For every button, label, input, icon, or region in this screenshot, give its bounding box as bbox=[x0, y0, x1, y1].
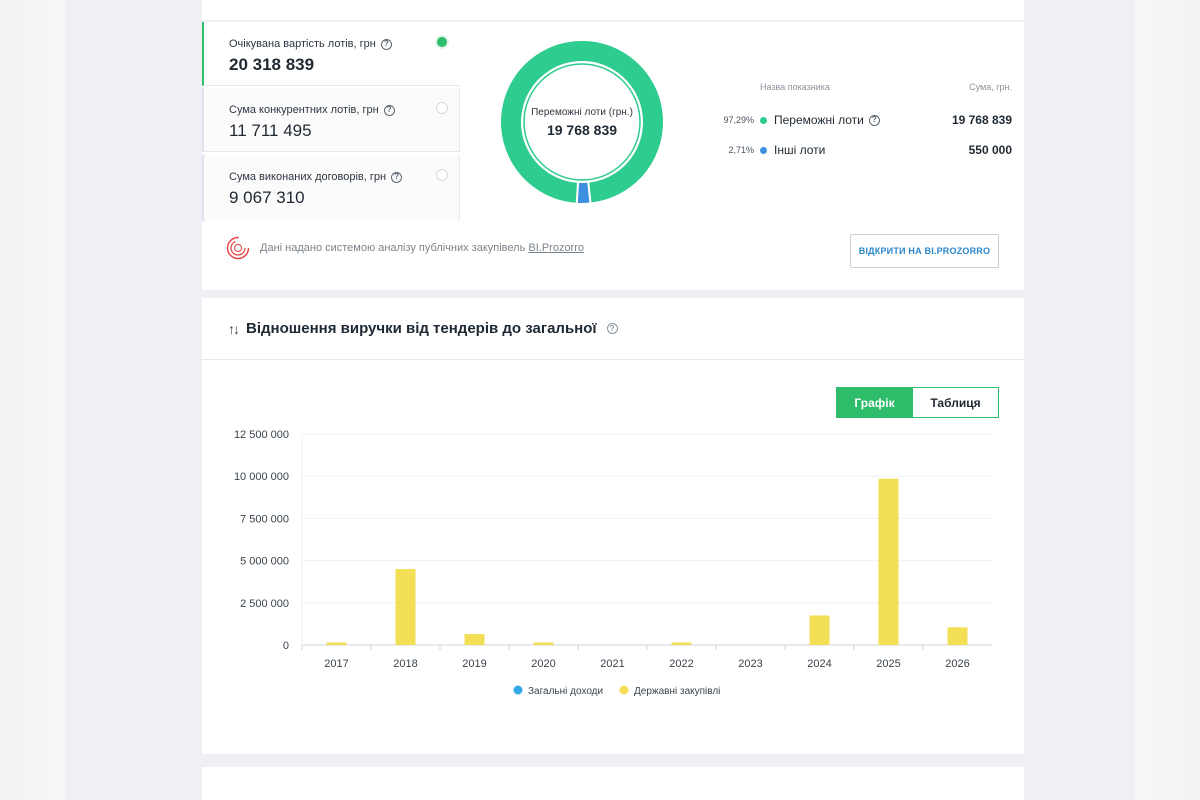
bar-2022[interactable] bbox=[671, 642, 692, 645]
next-card-top bbox=[202, 767, 1024, 800]
data-source-note: Дані надано системою аналізу публічних з… bbox=[226, 236, 584, 260]
legend-sum: 550 000 bbox=[968, 143, 1012, 157]
metric-label: Сума конкурентних лотів, грн bbox=[229, 104, 379, 116]
source-link[interactable]: BI.Prozorro bbox=[528, 242, 585, 254]
x-tick-label: 2019 bbox=[462, 658, 486, 670]
x-tick-label: 2026 bbox=[945, 658, 969, 670]
x-tick-label: 2024 bbox=[807, 658, 831, 670]
bar-2025[interactable] bbox=[878, 478, 899, 645]
view-toggle: Графік Таблиця bbox=[836, 387, 999, 418]
metric-value: 9 067 310 bbox=[229, 188, 305, 207]
help-icon[interactable]: ? bbox=[380, 38, 392, 50]
sort-arrows-icon: ↑↓ bbox=[228, 320, 240, 337]
legend-dot-icon bbox=[760, 146, 767, 154]
lots-card: Очікувана вартість лотів, грн ? 20 318 8… bbox=[202, 22, 1024, 290]
donut-chart: Переможні лоти (грн.) 19 768 839 bbox=[498, 38, 666, 206]
help-icon[interactable]: ? bbox=[391, 171, 403, 183]
bar-2024[interactable] bbox=[809, 615, 830, 645]
legend-dot-icon bbox=[760, 116, 767, 124]
x-tick-label: 2021 bbox=[600, 658, 624, 670]
x-tick-label: 2018 bbox=[393, 658, 417, 670]
metric-label: Сума виконаних договорів, грн bbox=[229, 171, 387, 183]
x-tick-label: 2023 bbox=[738, 658, 762, 670]
x-tick-label: 2020 bbox=[531, 658, 555, 670]
radio-selected-icon[interactable] bbox=[437, 37, 447, 47]
bar-2018[interactable] bbox=[395, 569, 416, 645]
legend-sum: 19 768 839 bbox=[951, 113, 1012, 127]
legend-pct: 2,71% bbox=[728, 145, 754, 155]
toggle-table-button[interactable]: Таблиця bbox=[913, 387, 999, 418]
donut-center-label: Переможні лоти (грн.) bbox=[531, 106, 633, 118]
toggle-chart-button[interactable]: Графік bbox=[836, 387, 913, 418]
metric-label: Очікувана вартість лотів, грн bbox=[229, 38, 376, 50]
metric-competitive-lots[interactable]: Сума конкурентних лотів, грн ? 11 711 49… bbox=[202, 88, 460, 152]
legend-label[interactable]: Загальні доходи bbox=[528, 686, 603, 697]
x-tick-label: 2017 bbox=[324, 658, 348, 670]
legend-marker-icon bbox=[619, 685, 629, 695]
metric-completed-contracts[interactable]: Сума виконаних договорів, грн ? 9 067 31… bbox=[202, 155, 460, 221]
bar-2026[interactable] bbox=[947, 627, 968, 645]
radio-icon[interactable] bbox=[436, 102, 448, 114]
y-tick-label: 0 bbox=[283, 640, 289, 652]
donut-center-value: 19 768 839 bbox=[546, 121, 618, 138]
y-tick-label: 12 500 000 bbox=[234, 429, 289, 441]
help-icon[interactable]: ? bbox=[606, 323, 618, 334]
legend-marker-icon bbox=[513, 685, 523, 695]
legend-label[interactable]: Державні закупівлі bbox=[634, 686, 720, 697]
legend-header-name: Назва показника bbox=[760, 82, 830, 92]
source-text: Дані надано системою аналізу публічних з… bbox=[260, 242, 526, 254]
bi-prozorro-logo-icon bbox=[226, 236, 250, 260]
donut-segment-winning[interactable] bbox=[499, 39, 665, 205]
donut-svg bbox=[499, 39, 665, 205]
y-tick-label: 2 500 000 bbox=[240, 598, 289, 610]
revenue-title: Відношення виручки від тендерів до загал… bbox=[246, 320, 597, 337]
help-icon[interactable]: ? bbox=[868, 114, 880, 126]
bar-2020[interactable] bbox=[533, 642, 554, 645]
revenue-bar-chart: 0 2 500 000 5 000 000 7 500 000 10 000 000 12… bbox=[234, 429, 992, 697]
donut-inner-ring bbox=[523, 63, 641, 181]
metric-value: 11 711 495 bbox=[229, 121, 312, 140]
bar-2017[interactable] bbox=[326, 642, 347, 645]
y-tick-label: 7 500 000 bbox=[240, 513, 289, 525]
y-tick-label: 10 000 000 bbox=[234, 471, 289, 483]
x-tick-label: 2022 bbox=[669, 658, 693, 670]
revenue-header: ↑↓ Відношення виручки від тендерів до за… bbox=[202, 298, 1024, 360]
revenue-card: ↑↓ Відношення виручки від тендерів до за… bbox=[202, 298, 1024, 754]
x-tick-label: 2025 bbox=[876, 658, 900, 670]
legend-row-other[interactable]: 2,71% Інші лоти 550 000 bbox=[712, 135, 1012, 165]
open-bi-prozorro-button[interactable]: ВІДКРИТИ НА BI.PROZORRO bbox=[850, 234, 999, 268]
metric-value: 20 318 839 bbox=[229, 55, 315, 74]
legend-pct: 97,29% bbox=[723, 115, 754, 125]
legend-name: Інші лоти bbox=[774, 143, 826, 157]
lots-legend-table: Назва показника Сума, грн. 97,29% Перемо… bbox=[712, 82, 1012, 165]
metric-expected-value[interactable]: Очікувана вартість лотів, грн ? 20 318 8… bbox=[202, 22, 460, 86]
previous-card-bottom bbox=[202, 0, 1024, 20]
radio-icon[interactable] bbox=[436, 169, 448, 181]
help-icon[interactable]: ? bbox=[383, 104, 395, 116]
legend-header-sum: Сума, грн. bbox=[969, 82, 1012, 92]
bar-2019[interactable] bbox=[464, 634, 485, 645]
legend-row-winning[interactable]: 97,29% Переможні лоти ? 19 768 839 bbox=[712, 105, 1012, 135]
legend-name: Переможні лоти bbox=[774, 113, 864, 127]
y-tick-label: 5 000 000 bbox=[240, 556, 289, 568]
